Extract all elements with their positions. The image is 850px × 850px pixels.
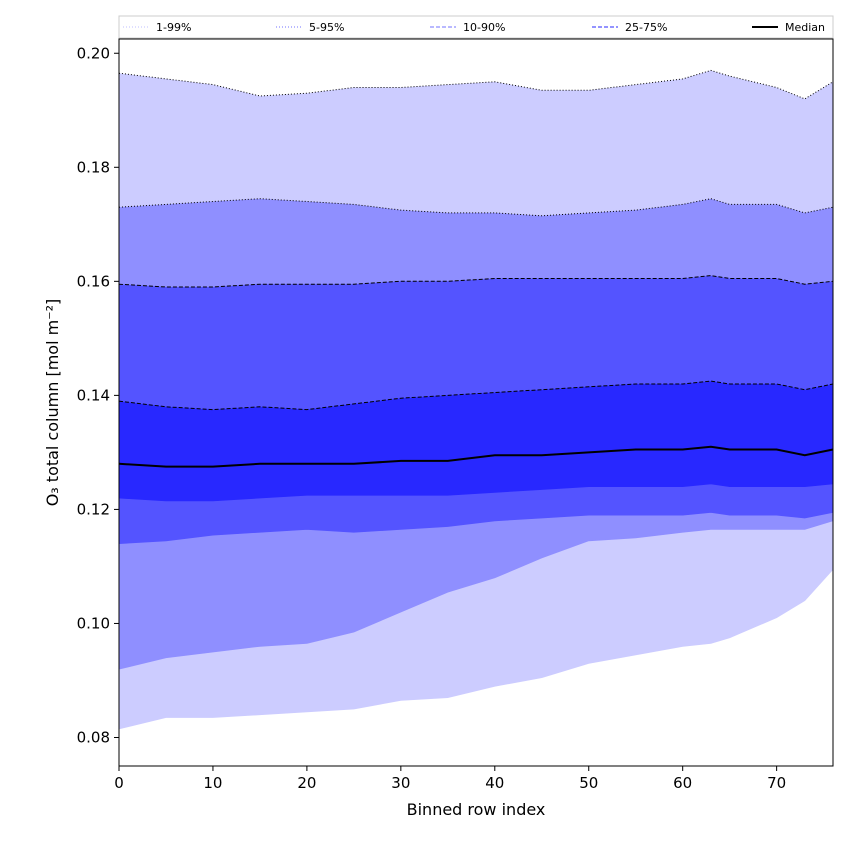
band-upper-edge-1-99% <box>118 69 834 100</box>
legend-entry: 10-90% <box>430 21 505 34</box>
legend-entry: 25-75% <box>592 21 667 34</box>
band-upper-edge-5-95% <box>118 198 834 217</box>
y-tick-label: 0.16 <box>77 272 110 290</box>
legend-label: 1-99% <box>156 21 191 34</box>
x-tick-label: 60 <box>673 774 692 792</box>
band-upper-edge-10-90% <box>118 275 834 288</box>
legend-entry: 5-95% <box>276 21 344 34</box>
y-tick-label: 0.10 <box>77 614 110 632</box>
x-tick-label: 20 <box>297 774 316 792</box>
y-tick-label: 0.14 <box>77 386 110 404</box>
legend-label: Median <box>785 21 825 34</box>
y-tick-label: 0.18 <box>77 158 110 176</box>
percentile-bands <box>119 70 833 729</box>
x-axis-label: Binned row index <box>407 800 546 819</box>
y-tick-label: 0.08 <box>77 728 110 746</box>
band-lower-edge-1-99% <box>118 569 834 730</box>
legend-entry: 1-99% <box>123 21 191 34</box>
x-tick-label: 40 <box>485 774 504 792</box>
x-tick-label: 70 <box>767 774 786 792</box>
plot-frame <box>118 38 834 767</box>
band-lower-edge-25-75% <box>118 483 834 502</box>
band-lower-edge-5-95% <box>118 520 834 670</box>
legend-label: 5-95% <box>309 21 344 34</box>
band-lower-edge-10-90% <box>118 511 834 544</box>
x-tick-label: 50 <box>579 774 598 792</box>
band-25-75% <box>119 381 833 501</box>
legend-box <box>118 15 834 39</box>
legend-label: 10-90% <box>463 21 505 34</box>
x-tick-label: 0 <box>114 774 124 792</box>
legend-label: 25-75% <box>625 21 667 34</box>
x-axis: 0 10 20 30 40 50 60 70 <box>114 766 786 792</box>
x-tick-label: 30 <box>391 774 410 792</box>
y-axis-label: O₃ total column [mol m⁻²] <box>43 299 62 507</box>
band-edge-lines <box>118 69 834 730</box>
y-tick-label: 0.12 <box>77 500 110 518</box>
y-axis: 0.08 0.10 0.12 0.14 0.16 0.18 0.20 <box>77 44 119 746</box>
legend-entry: Median <box>752 21 825 34</box>
median-series <box>118 445 834 468</box>
y-tick-label: 0.20 <box>77 44 110 62</box>
band-upper-edge-25-75% <box>118 380 834 411</box>
x-tick-label: 10 <box>203 774 222 792</box>
median-line <box>118 445 834 468</box>
legend: 1-99% 5-95% 10-90% 25-75% Median <box>118 15 834 39</box>
